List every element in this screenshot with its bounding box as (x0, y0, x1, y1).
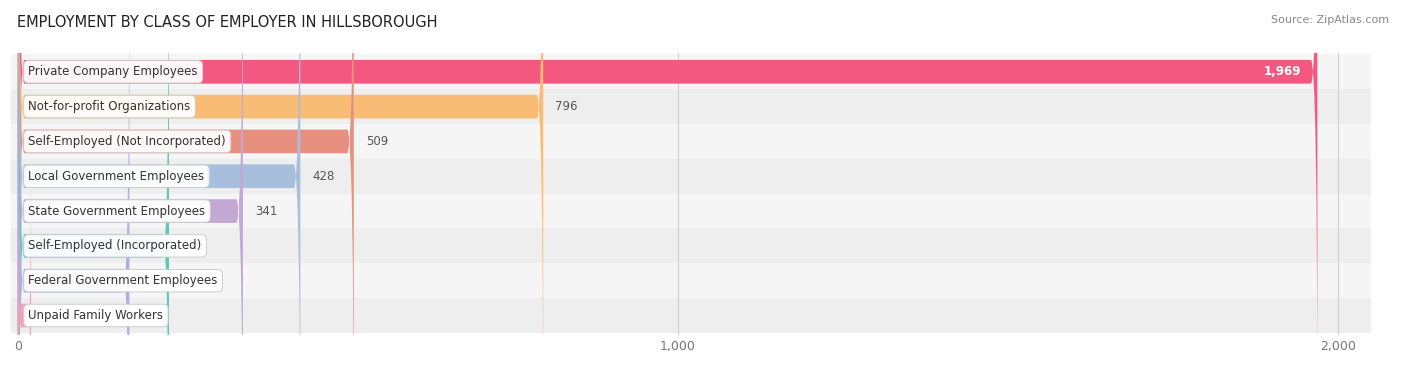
Bar (0, 89, 1406, 124)
FancyBboxPatch shape (18, 0, 1317, 376)
Text: Self-Employed (Not Incorporated): Self-Employed (Not Incorporated) (28, 135, 226, 148)
Text: Self-Employed (Incorporated): Self-Employed (Incorporated) (28, 240, 201, 252)
Bar (0, 194, 1406, 229)
Text: 169: 169 (141, 274, 163, 287)
Text: Source: ZipAtlas.com: Source: ZipAtlas.com (1271, 15, 1389, 25)
Bar (0, 55, 1406, 89)
FancyBboxPatch shape (18, 0, 169, 376)
Bar (0, 229, 1406, 263)
FancyBboxPatch shape (18, 0, 543, 376)
Text: EMPLOYMENT BY CLASS OF EMPLOYER IN HILLSBOROUGH: EMPLOYMENT BY CLASS OF EMPLOYER IN HILLS… (17, 15, 437, 30)
Text: 1,969: 1,969 (1264, 65, 1301, 78)
Bar (0, 263, 1406, 298)
Text: 428: 428 (312, 170, 335, 183)
Text: 796: 796 (555, 100, 578, 113)
Text: 229: 229 (181, 240, 204, 252)
Text: Unpaid Family Workers: Unpaid Family Workers (28, 309, 163, 322)
Text: Not-for-profit Organizations: Not-for-profit Organizations (28, 100, 191, 113)
FancyBboxPatch shape (18, 0, 301, 376)
FancyBboxPatch shape (18, 153, 31, 376)
FancyBboxPatch shape (18, 0, 129, 376)
Text: 509: 509 (366, 135, 388, 148)
Text: Federal Government Employees: Federal Government Employees (28, 274, 218, 287)
Text: Local Government Employees: Local Government Employees (28, 170, 204, 183)
FancyBboxPatch shape (18, 0, 243, 376)
Bar (0, 298, 1406, 333)
FancyBboxPatch shape (18, 0, 354, 376)
Bar (0, 124, 1406, 159)
Bar (0, 159, 1406, 194)
Text: State Government Employees: State Government Employees (28, 205, 205, 218)
Text: 341: 341 (254, 205, 277, 218)
Text: Private Company Employees: Private Company Employees (28, 65, 198, 78)
Text: 0: 0 (30, 309, 37, 322)
